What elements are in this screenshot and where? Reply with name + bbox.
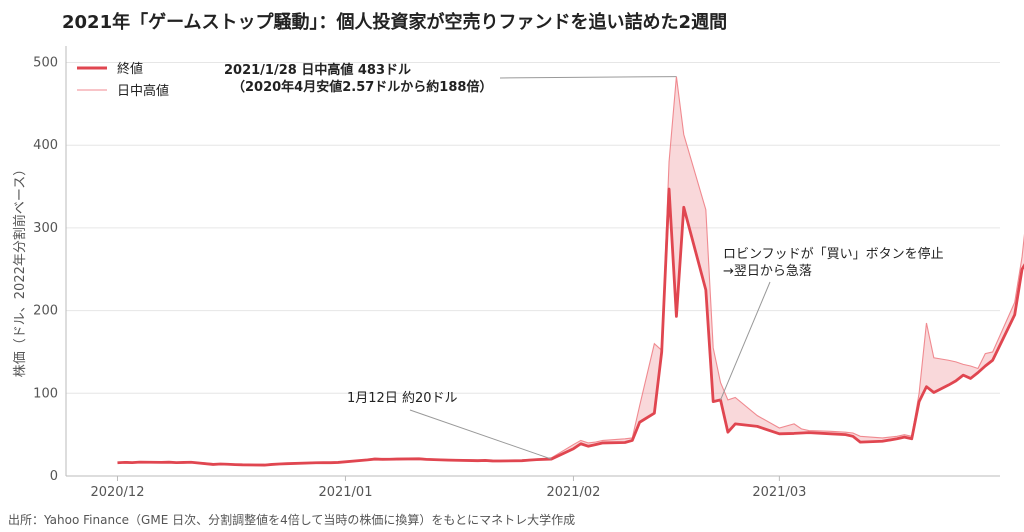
y-tick-label: 500 (33, 56, 58, 71)
annotation-text: （2020年4月安値2.57ドルから約188倍） (232, 79, 492, 95)
y-tick-label: 400 (33, 138, 58, 153)
annotation-text: 1月12日 約20ドル (347, 391, 458, 406)
legend: 終値 日中高値 (77, 61, 169, 99)
annotation-text: →翌日から急落 (723, 264, 812, 279)
annotation-leader (720, 281, 771, 401)
x-tick-label: 2020/12 (90, 485, 144, 500)
series-line-high (117, 76, 1024, 465)
series-line-close (117, 187, 1024, 467)
source-note: 出所：Yahoo Finance（GME 日次、分割調整値を4倍して当時の株価に… (8, 512, 575, 527)
y-tick-label: 300 (33, 221, 58, 236)
annotation-text: 2021/1/28 日中高値 483ドル (224, 62, 411, 78)
x-tick-label: 2021/02 (546, 485, 600, 500)
grid (66, 62, 1000, 477)
annotation-leader (409, 409, 552, 460)
legend-high-label: 日中高値 (117, 83, 169, 99)
high-close-band (117, 76, 1024, 466)
y-axis-label: 株価（ドル、2022年分割前ベース） (12, 163, 28, 377)
axes: 0 100 200 300 400 500 2020/12 2021/01 2021/02 202… (33, 46, 1000, 500)
x-tick-label: 2021/01 (318, 485, 372, 500)
y-tick-label: 100 (33, 386, 58, 401)
y-tick-label: 0 (50, 469, 58, 484)
x-tick-label: 2021/03 (752, 485, 806, 500)
legend-close-label: 終値 (117, 61, 143, 77)
annotation-text: ロビンフッドが「買い」ボタンを停止 (723, 246, 944, 262)
annotations: 2021/1/28 日中高値 483ドル（2020年4月安値2.57ドルから約1… (224, 62, 944, 460)
y-tick-label: 200 (33, 304, 58, 319)
annotation-leader (499, 76, 677, 79)
chart-title: 2021年「ゲームストップ騒動」：個人投資家が空売りファンドを追い詰めた2週間 (62, 11, 727, 33)
series-layer (117, 76, 1024, 467)
